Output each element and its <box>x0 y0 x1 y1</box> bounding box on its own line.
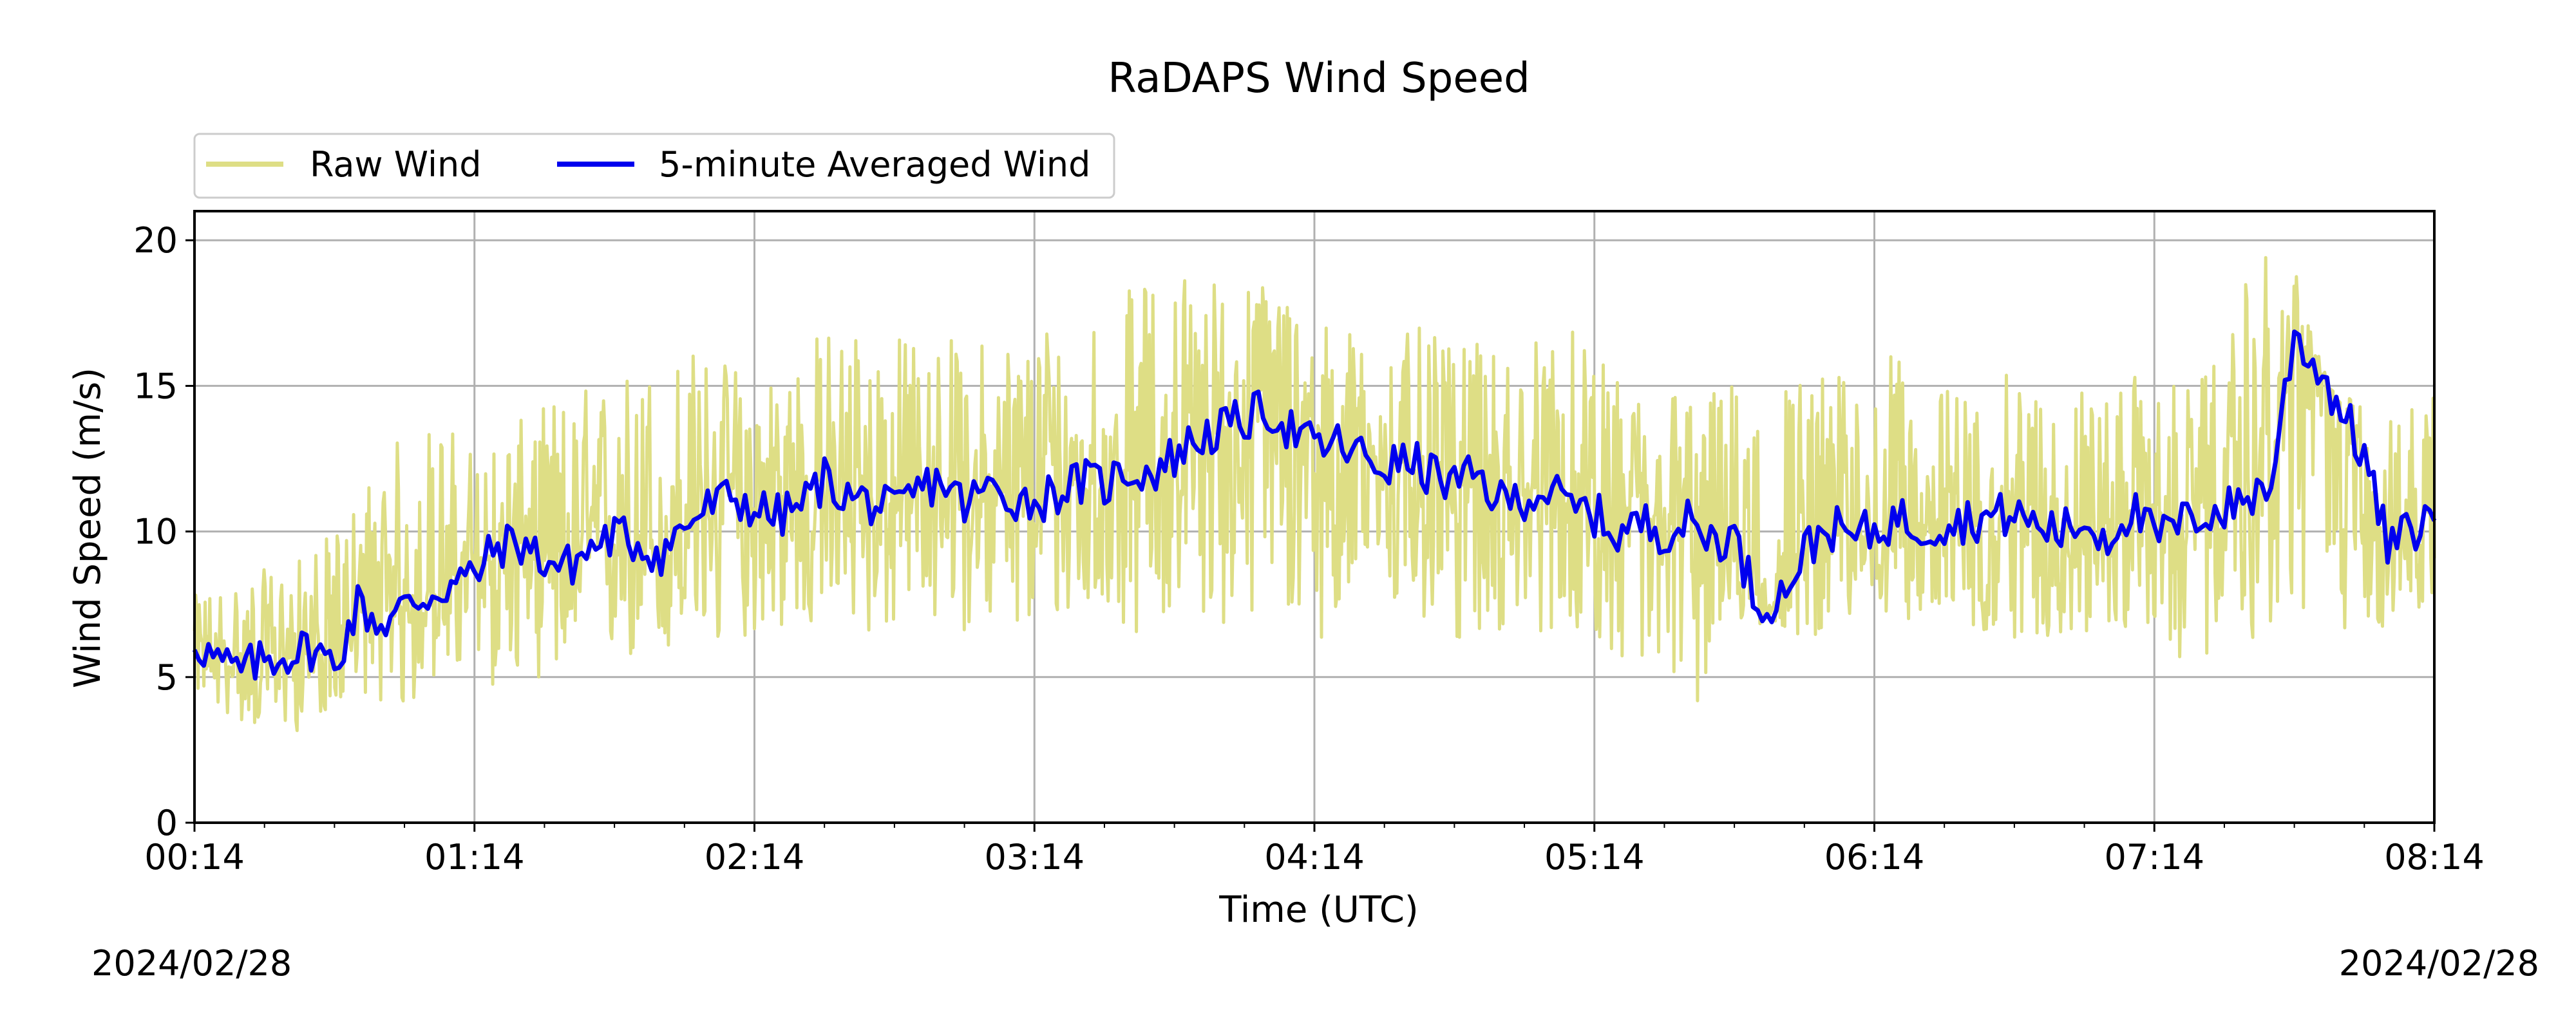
start-date-label: 2024/02/28 <box>91 943 292 984</box>
legend: Raw Wind 5-minute Averaged Wind <box>193 133 1115 199</box>
end-date-label: 2024/02/28 <box>2338 943 2539 984</box>
y-tick-label: 15 <box>133 366 178 406</box>
x-tick-label: 02:14 <box>705 837 805 877</box>
x-tick-label: 04:14 <box>1264 837 1365 877</box>
y-tick-label: 5 <box>156 657 178 698</box>
x-axis-label: Time (UTC) <box>1218 889 1419 931</box>
x-axis-ticks: 00:14 01:14 02:14 03:14 04:14 05:14 06:14 07:14… <box>144 823 2485 877</box>
averaged-wind-line <box>192 329 2437 681</box>
x-tick-label: 00:14 <box>144 837 245 877</box>
averaged-wind-series <box>192 329 2437 681</box>
x-tick-label: 07:14 <box>2104 837 2204 877</box>
x-tick-label: 08:14 <box>2384 837 2485 877</box>
x-tick-label: 01:14 <box>424 837 525 877</box>
legend-raw-label: Raw Wind <box>310 144 481 185</box>
x-tick-label: 05:14 <box>1544 837 1645 877</box>
y-tick-label: 0 <box>156 803 178 843</box>
y-tick-label: 20 <box>133 220 178 261</box>
x-tick-label: 06:14 <box>1824 837 1925 877</box>
x-tick-label: 03:14 <box>984 837 1084 877</box>
y-axis-label: Wind Speed (m/s) <box>67 368 109 688</box>
chart-title: RaDAPS Wind Speed <box>1108 55 1530 102</box>
y-axis-ticks: 0 5 10 15 20 <box>133 220 194 843</box>
legend-box <box>193 133 1115 199</box>
legend-avg-label: 5-minute Averaged Wind <box>659 144 1090 185</box>
y-tick-label: 10 <box>133 512 178 552</box>
